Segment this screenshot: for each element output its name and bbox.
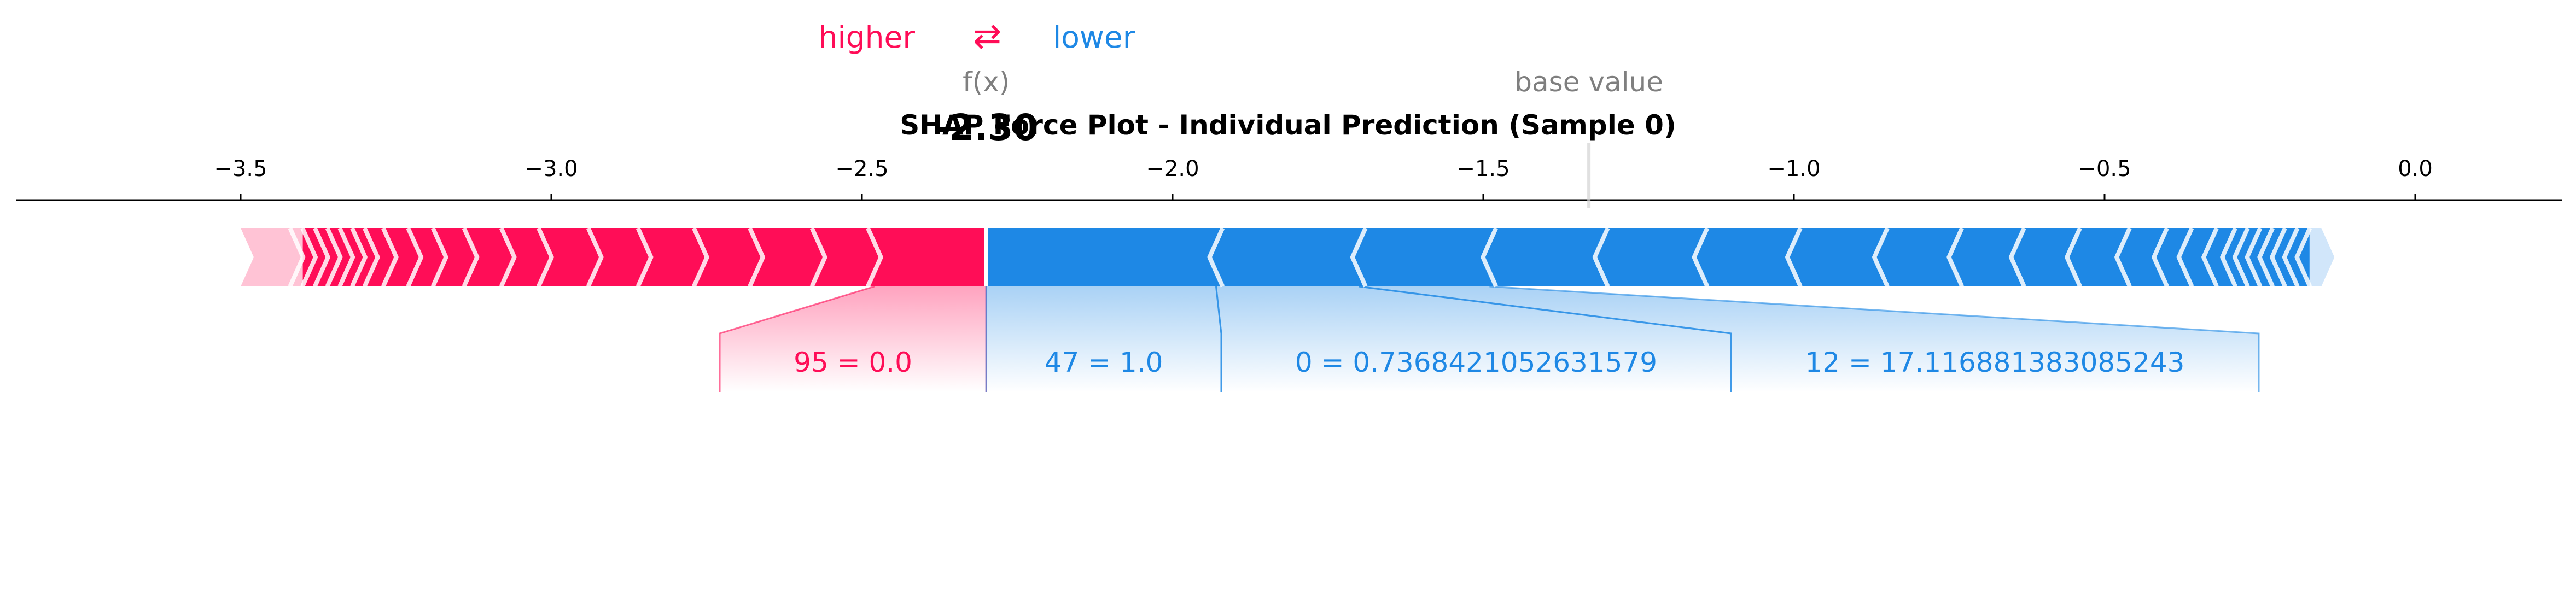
tick-label: −2.5 (835, 156, 888, 182)
positive-feature-chevron (462, 227, 480, 288)
negative-feature-chevron (1207, 227, 1225, 288)
base-value-label: base value (1514, 66, 1663, 98)
negative-feature-chevron (1785, 227, 1803, 288)
negative-feature-chevron (2257, 227, 2275, 288)
legend-higher-label: higher (819, 20, 916, 55)
legend-arrows-icon: ⇄ (973, 16, 1001, 56)
positive-fade-segment (241, 228, 303, 286)
positive-feature-chevron (313, 227, 331, 288)
feature-connector-fill (986, 286, 1221, 392)
positive-feature-chevron (337, 227, 355, 288)
force-bar (241, 227, 2335, 288)
tick-label: −1.5 (1456, 156, 1510, 182)
fx-label: f(x) (963, 66, 1010, 98)
feature-label: 47 = 1.0 (1045, 347, 1163, 378)
positive-feature-chevron (586, 227, 604, 288)
feature-label: 95 = 0.0 (794, 347, 912, 378)
negative-feature-chevron (2232, 227, 2250, 288)
feature-connector-line (719, 285, 875, 392)
feature-label: 0 = 0.7368421052631579 (1295, 347, 1657, 378)
positive-feature-chevron (866, 227, 884, 288)
positive-feature-chevron (381, 227, 399, 288)
positive-feature-chevron (350, 227, 368, 288)
positive-feature-chevron (809, 227, 827, 288)
fx-value: -2.30 (934, 107, 1038, 149)
negative-fade-segment (2309, 228, 2335, 286)
negative-feature-chevron (2245, 227, 2263, 288)
tick-label: −2.0 (1146, 156, 1199, 182)
negative-feature-chevron (1872, 227, 1890, 288)
x-axis-ticks: −3.5 −3.0 −2.5 −2.0 −1.5 −1.0 −0.5 0.0 (214, 156, 2433, 200)
positive-feature-chevron (300, 227, 318, 288)
feature-label: 12 = 17.116881383085243 (1805, 347, 2185, 378)
negative-feature-chevron (1592, 227, 1610, 288)
chart-title: SHAP Force Plot - Individual Prediction … (900, 109, 1676, 141)
positive-bar-segment (302, 228, 987, 286)
negative-feature-chevron (2176, 227, 2194, 288)
negative-feature-chevron (2219, 227, 2237, 288)
positive-feature-chevron (362, 227, 380, 288)
negative-feature-chevron (1480, 227, 1499, 288)
positive-feature-chevron (288, 227, 306, 288)
feature-connector-line (1489, 285, 2260, 392)
feature-connector-line (1215, 286, 1222, 392)
positive-feature-chevron (430, 227, 448, 288)
negative-feature-chevron (1350, 227, 1368, 288)
tick-label: 0.0 (2398, 156, 2433, 182)
tick-label: −3.0 (524, 156, 578, 182)
negative-bar-segment (986, 228, 2310, 286)
positive-feature-chevron (499, 227, 517, 288)
positive-feature-chevron (325, 227, 343, 288)
tick-label: −3.5 (214, 156, 267, 182)
negative-feature-chevron (2282, 227, 2300, 288)
positive-feature-chevron (636, 227, 654, 288)
feature-connector-fill (1216, 286, 1731, 392)
positive-feature-chevron (536, 227, 555, 288)
positive-feature-chevron (748, 227, 766, 288)
tick-label: −0.5 (2078, 156, 2131, 182)
feature-connector-line (1359, 285, 1732, 392)
negative-feature-chevron (2114, 227, 2132, 288)
positive-feature-chevron (406, 227, 424, 288)
feature-connector-fill (720, 286, 987, 392)
feature-connector-fill (1359, 286, 2259, 392)
negative-feature-chevron (1946, 227, 1965, 288)
negative-feature-chevron (2064, 227, 2082, 288)
feature-label-layer: 95 = 0.0 47 = 1.0 0 = 0.7368421052631579 12… (719, 285, 2260, 392)
tick-label: −1.0 (1767, 156, 1820, 182)
negative-feature-chevron (2269, 227, 2287, 288)
negative-feature-chevron (2008, 227, 2026, 288)
negative-feature-chevron (2201, 227, 2219, 288)
negative-feature-chevron (2294, 227, 2312, 288)
positive-feature-chevron (691, 227, 710, 288)
legend-lower-label: lower (1053, 20, 1135, 55)
negative-feature-chevron (1692, 227, 1710, 288)
negative-feature-chevron (2151, 227, 2169, 288)
